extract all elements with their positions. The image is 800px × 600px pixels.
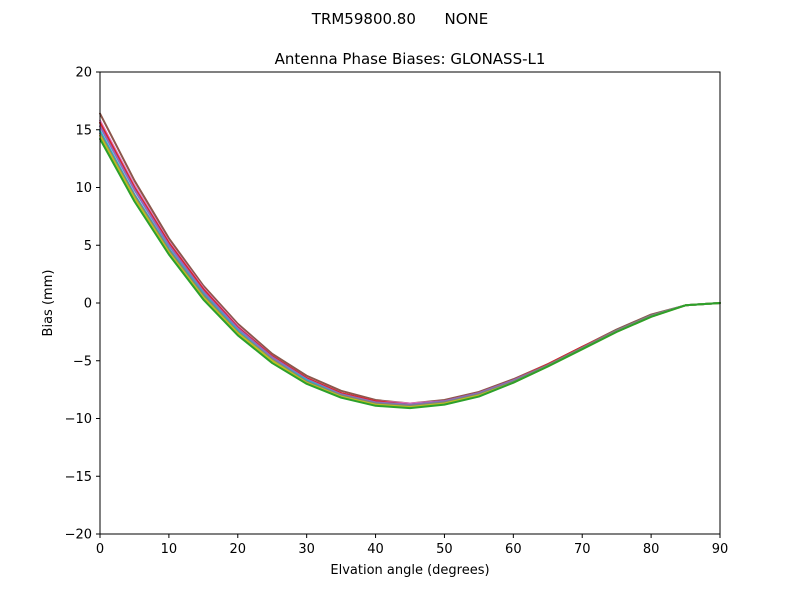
x-tick-label: 30 bbox=[298, 542, 315, 557]
y-axis-label: Bias (mm) bbox=[41, 270, 56, 337]
x-axis-ticks: 0 10 20 30 40 50 60 70 80 90 bbox=[96, 534, 728, 557]
y-tick-label: 0 bbox=[84, 297, 92, 312]
x-tick-label: 90 bbox=[712, 542, 729, 557]
y-tick-label: −5 bbox=[73, 354, 92, 369]
y-tick-label: −15 bbox=[65, 470, 92, 485]
y-tick-label: 15 bbox=[75, 123, 92, 138]
y-tick-label: −10 bbox=[65, 412, 92, 427]
x-tick-label: 40 bbox=[367, 542, 384, 557]
x-tick-label: 80 bbox=[643, 542, 660, 557]
series-line-5 bbox=[99, 132, 721, 407]
y-tick-label: −20 bbox=[65, 528, 92, 543]
x-tick-label: 50 bbox=[436, 542, 453, 557]
x-tick-label: 10 bbox=[161, 542, 178, 557]
y-tick-label: 5 bbox=[84, 239, 92, 254]
x-tick-label: 70 bbox=[574, 542, 591, 557]
x-tick-label: 0 bbox=[96, 542, 104, 557]
plot-lines bbox=[99, 112, 721, 410]
series-line-7 bbox=[99, 137, 721, 410]
y-tick-label: 10 bbox=[75, 181, 92, 196]
y-tick-label: 20 bbox=[75, 66, 92, 81]
x-tick-label: 20 bbox=[230, 542, 247, 557]
x-tick-label: 60 bbox=[505, 542, 522, 557]
y-axis-ticks: −20 −15 −10 −5 0 5 10 15 20 bbox=[65, 66, 100, 543]
chart-suptitle: TRM59800.80 NONE bbox=[311, 10, 488, 28]
chart-title: Antenna Phase Biases: GLONASS-L1 bbox=[275, 50, 546, 68]
x-axis-label: Elvation angle (degrees) bbox=[330, 563, 489, 578]
